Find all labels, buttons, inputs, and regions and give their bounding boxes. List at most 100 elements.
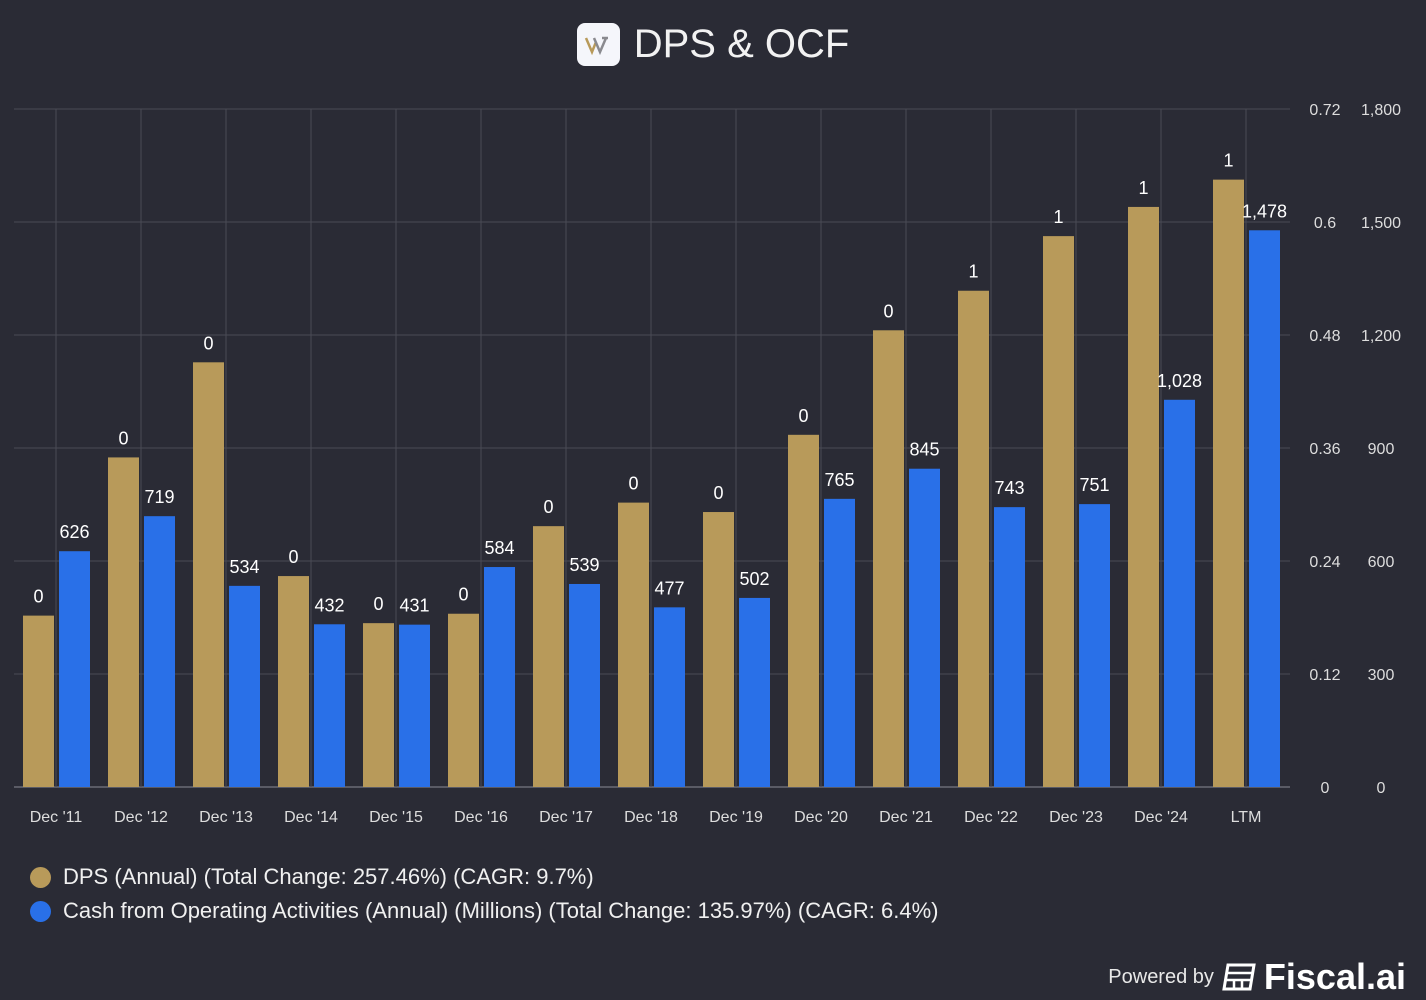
ocf-bar [399,624,430,787]
x-tick-label: Dec '16 [454,809,508,826]
ocf-bar [909,468,940,787]
ocf-bar [314,624,345,787]
ocf-data-label: 765 [824,470,854,490]
dps-bar [278,576,309,787]
fiscal-logo-icon [1222,963,1256,991]
dps-data-label: 0 [628,474,638,494]
x-tick-label: Dec '11 [30,809,83,826]
chart-title: DPS & OCF [0,22,1426,67]
ocf-data-label: 1,028 [1157,371,1202,391]
w-logo-icon [576,23,620,66]
powered-by[interactable]: Powered by Fiscal.ai [1108,956,1406,998]
ocf-bar [1164,399,1195,787]
ocf-bar [1079,504,1110,787]
legend-label-dps: DPS (Annual) (Total Change: 257.46%) (CA… [63,864,594,889]
ocf-data-label: 584 [484,538,514,558]
x-tick-label: Dec '19 [709,809,763,826]
x-tick-label: Dec '20 [794,809,848,826]
legend-label-ocf: Cash from Operating Activities (Annual) … [63,898,939,923]
x-tick-label: Dec '12 [114,809,168,826]
dps-bar [788,434,819,787]
y-left-tick-label: 0.36 [1309,441,1340,458]
x-tick-label: Dec '17 [539,809,593,826]
ocf-data-label: 431 [399,596,429,616]
ocf-data-label: 477 [654,578,684,598]
ocf-data-label: 432 [314,595,344,615]
dps-data-label: 1 [1223,151,1233,171]
y-right-tick-label: 0 [1377,780,1386,797]
x-tick-label: Dec '14 [284,809,338,826]
dps-bar [108,457,139,787]
y-right-tick-label: 1,200 [1361,328,1401,345]
legend-dot-ocf [30,900,51,922]
x-tick-label: Dec '24 [1134,809,1188,826]
powered-by-text: Powered by [1108,965,1214,988]
ocf-data-label: 626 [59,522,89,542]
y-right-tick-label: 600 [1368,554,1395,571]
dps-bar [448,613,479,787]
dps-data-label: 0 [798,406,808,426]
ocf-bar [1249,230,1280,787]
y-right-tick-label: 300 [1368,667,1395,684]
ocf-data-label: 845 [909,440,939,460]
dps-bar [703,512,734,787]
ocf-bar [569,583,600,787]
dps-bar [873,330,904,787]
dps-data-label: 0 [458,585,468,605]
dps-bar [958,290,989,787]
x-tick-label: Dec '15 [369,809,423,826]
x-tick-label: Dec '22 [964,809,1018,826]
y-right-tick-label: 1,500 [1361,215,1401,232]
y-left-tick-label: 0 [1321,780,1330,797]
x-tick-label: Dec '21 [879,809,933,826]
x-tick-label: Dec '23 [1049,809,1103,826]
ocf-bar [739,597,770,787]
dps-data-label: 0 [883,301,893,321]
ocf-bar [229,585,260,787]
ocf-data-label: 719 [144,487,174,507]
dps-data-label: 1 [1053,207,1063,227]
ocf-data-label: 1,478 [1242,201,1287,221]
y-left-tick-label: 0.12 [1309,667,1340,684]
ocf-data-label: 534 [229,557,259,577]
dps-data-label: 0 [373,594,383,614]
ocf-data-label: 743 [994,478,1024,498]
x-tick-label: LTM [1231,809,1262,826]
ocf-data-label: 751 [1079,475,1109,495]
y-left-tick-label: 0.6 [1314,215,1336,232]
dps-data-label: 0 [713,483,723,503]
dps-bar [1043,236,1074,787]
ocf-bar [824,498,855,787]
dps-data-label: 0 [203,333,213,353]
legend-item-dps[interactable]: DPS (Annual) (Total Change: 257.46%) (CA… [30,860,938,894]
chart-title-text: DPS & OCF [633,22,850,66]
x-tick-label: Dec '13 [199,809,253,826]
dps-bar [193,362,224,787]
ocf-data-label: 502 [739,569,769,589]
y-right-tick-label: 900 [1368,441,1395,458]
ocf-bar [484,567,515,787]
dps-bar [533,526,564,787]
dps-data-label: 0 [288,547,298,567]
dps-bar [1128,206,1159,787]
dps-bar [1213,179,1244,787]
dps-data-label: 0 [543,497,553,517]
dps-bar [618,502,649,787]
dps-data-label: 0 [118,428,128,448]
ocf-bar [654,607,685,787]
ocf-bar [994,507,1025,787]
chart-area: 0 0 0.12 300 0.24 600 0.36 900 0.48 1,200 0.6 1,500… [14,102,1401,826]
x-tick-label: Dec '18 [624,809,678,826]
dps-data-label: 1 [1138,178,1148,198]
ocf-data-label: 539 [569,555,599,575]
y-left-tick-label: 0.72 [1309,102,1340,119]
dps-bar [23,615,54,787]
dps-data-label: 0 [33,587,43,607]
dps-data-label: 1 [968,262,978,282]
ocf-bar [59,551,90,787]
legend-dot-dps [30,866,51,888]
ocf-bar [144,516,175,787]
y-right-tick-label: 1,800 [1361,102,1401,119]
legend-item-ocf[interactable]: Cash from Operating Activities (Annual) … [30,894,938,928]
y-left-tick-label: 0.48 [1309,328,1340,345]
